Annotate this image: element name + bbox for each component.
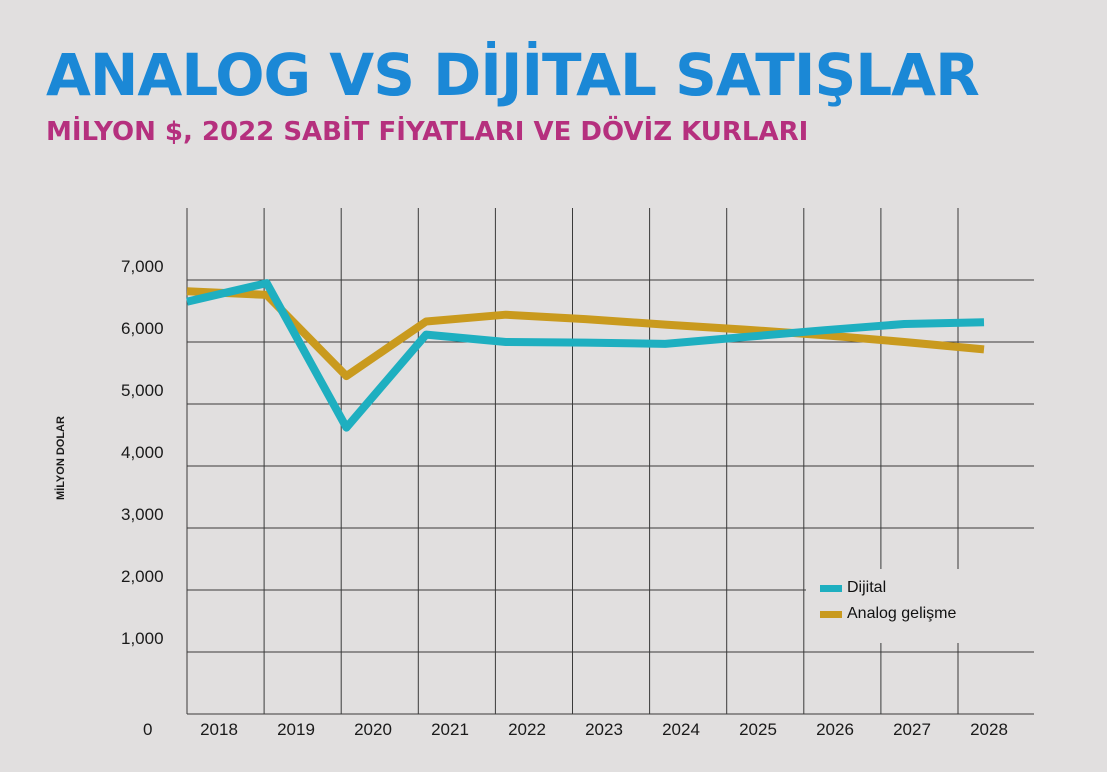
y-tick-label: 5,000 bbox=[121, 381, 164, 400]
y-tick-label: 7,000 bbox=[121, 257, 164, 276]
x-tick-label: 2019 bbox=[277, 720, 315, 739]
x-tick-label: 2020 bbox=[354, 720, 392, 739]
x-tick-label: 2025 bbox=[739, 720, 777, 739]
legend-label-analog: Analog gelişme bbox=[847, 605, 957, 622]
x-tick-label: 2022 bbox=[508, 720, 546, 739]
x-tick-label: 2026 bbox=[816, 720, 854, 739]
x-tick-label: 2018 bbox=[200, 720, 238, 739]
legend-item-dijital: Dijital bbox=[820, 577, 886, 599]
series-line-dijital bbox=[186, 279, 985, 432]
y-tick-label: 0 bbox=[143, 720, 152, 739]
axis-ticks: 0 1,000 2,000 3,000 4,000 5,000 6,000 7,000 2018… bbox=[121, 257, 1008, 739]
series-line-analog bbox=[186, 287, 985, 381]
x-tick-label: 2028 bbox=[970, 720, 1008, 739]
legend: Dijital Analog gelişme bbox=[806, 569, 1034, 643]
y-tick-label: 2,000 bbox=[121, 567, 164, 586]
x-tick-label: 2027 bbox=[893, 720, 931, 739]
x-tick-label: 2024 bbox=[662, 720, 700, 739]
x-tick-label: 2023 bbox=[585, 720, 623, 739]
x-tick-label: 2021 bbox=[431, 720, 469, 739]
series-lines bbox=[186, 279, 985, 432]
y-axis-title: MİLYON DOLAR bbox=[54, 416, 67, 500]
y-tick-label: 1,000 bbox=[121, 629, 164, 648]
legend-label-dijital: Dijital bbox=[847, 579, 887, 596]
legend-swatch-analog bbox=[820, 610, 842, 618]
page-subtitle: MİLYON $, 2022 SABİT FİYATLARI VE DÖVİZ … bbox=[46, 117, 809, 147]
y-tick-label: 6,000 bbox=[121, 319, 164, 338]
y-tick-label: 3,000 bbox=[121, 505, 164, 524]
legend-item-analog: Analog gelişme bbox=[820, 603, 956, 625]
y-tick-label: 4,000 bbox=[121, 443, 164, 462]
page-title: ANALOG VS DİJİTAL SATIŞLAR bbox=[46, 41, 980, 109]
legend-swatch-dijital bbox=[820, 584, 842, 592]
